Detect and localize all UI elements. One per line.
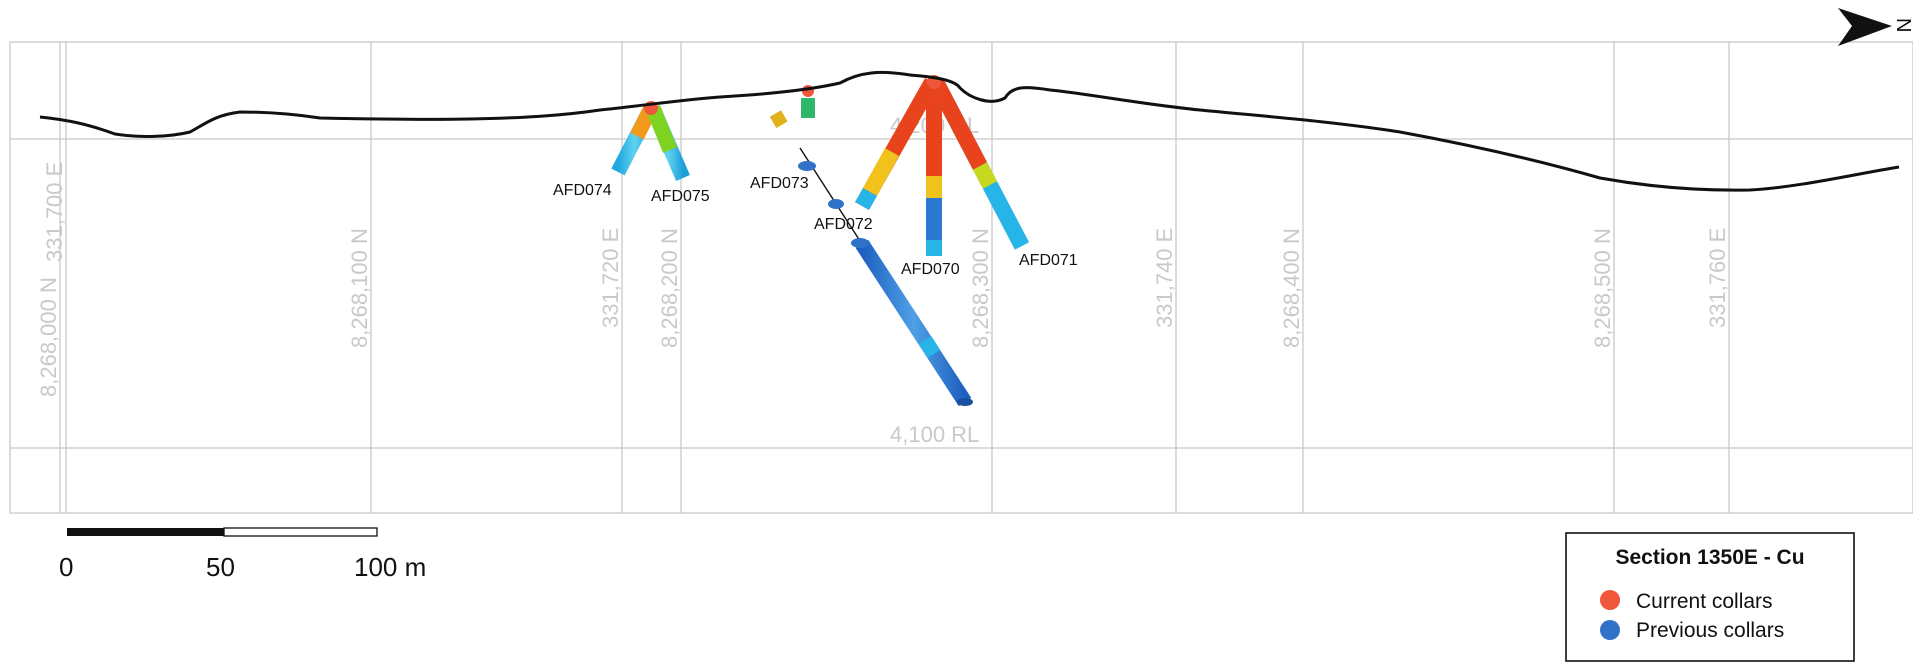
drillhole-disc-afd072-b [851,238,869,248]
grid-labels: 8,268,000 N 331,700 E 8,268,100 N 331,72… [36,162,1730,397]
topography-line [39,70,1900,192]
drillhole-trace-afd072 [855,239,972,407]
grid-label-e331760: 331,760 E [1705,228,1730,328]
drillholes [611,75,1030,407]
drillhole-band-afd070-west-b [855,188,877,210]
drillhole-band-afd071-hot [928,78,988,170]
legend-label-current: Current collars [1636,590,1773,613]
label-afd074: AFD074 [553,182,612,199]
scale-label-0: 0 [59,552,73,582]
grid-label-n8268500: 8,268,500 N [1590,228,1615,348]
label-afd075: AFD075 [651,188,710,205]
grid-label-n8268100: 8,268,100 N [347,228,372,348]
drillhole-band-afd075 [646,105,677,153]
north-arrow: N [1838,8,1913,46]
section-frame [9,41,1913,514]
grid-label-n8268200: 8,268,200 N [657,228,682,348]
drillhole-band-afd070-west-a [862,148,900,196]
grid-label-n8268000: 8,268,000 N [36,277,61,397]
rl-label-4100: 4,100 RL [890,422,979,447]
drillhole-band-afd072 [918,335,941,359]
drillhole-end-afd072 [957,398,973,406]
scale-bar-white-segment [223,527,378,537]
grid-label-e331720: 331,720 E [598,228,623,328]
north-arrow-label: N [1892,18,1913,32]
legend: Section 1350E - Cu Current collars Previ… [1565,532,1855,662]
grid-label-n8268400: 8,268,400 N [1279,228,1304,348]
drillhole-band-afd071-mid [972,162,998,189]
scale-bar: 0 50 100 m [59,527,426,582]
grid-label-e331700: 331,700 E [42,162,67,262]
legend-marker-current [1600,590,1620,610]
drillhole-disc-afd072-a [828,199,844,209]
scale-bar-black-segment [67,528,224,536]
label-afd073: AFD073 [750,175,809,192]
legend-title: Section 1350E - Cu [1615,546,1804,569]
scale-label-100: 100 m [354,552,426,582]
label-afd070: AFD070 [901,261,960,278]
scale-label-50: 50 [206,552,235,582]
grid-label-e331740: 331,740 E [1152,228,1177,328]
legend-marker-previous [1600,620,1620,640]
grid-label-n8268300: 8,268,300 N [968,228,993,348]
label-afd072: AFD072 [814,216,873,233]
north-arrow-icon [1838,8,1892,46]
drillhole-stub-afd073 [769,110,788,129]
label-afd071: AFD071 [1019,252,1078,269]
legend-label-previous: Previous collars [1636,619,1784,642]
